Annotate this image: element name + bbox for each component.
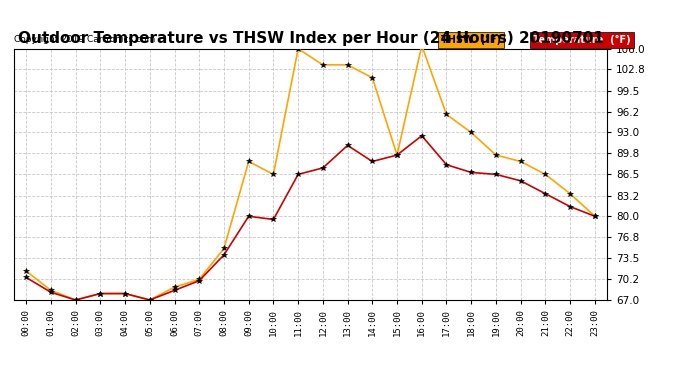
Text: THSW  (°F): THSW (°F) [441, 35, 501, 45]
Text: Copyright 2019 Cartronics.com: Copyright 2019 Cartronics.com [14, 35, 155, 44]
Title: Outdoor Temperature vs THSW Index per Hour (24 Hours) 20190701: Outdoor Temperature vs THSW Index per Ho… [17, 31, 604, 46]
Text: Temperature  (°F): Temperature (°F) [533, 35, 631, 45]
